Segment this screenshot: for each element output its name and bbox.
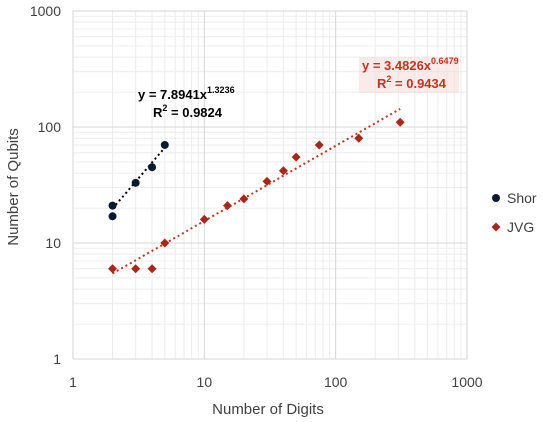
y-tick-label: 100 — [38, 119, 62, 135]
data-point-shor — [148, 163, 157, 172]
data-point-jvg — [160, 238, 170, 248]
legend: Shor JVG — [491, 190, 537, 235]
data-point-jvg — [314, 140, 324, 150]
data-point-shor — [160, 140, 169, 149]
x-axis-title: Number of Digits — [212, 401, 324, 418]
legend-marker-jvg — [491, 222, 501, 232]
data-point-jvg — [108, 264, 118, 274]
legend-label: JVG — [507, 219, 534, 235]
x-tick-label: 100 — [324, 374, 348, 390]
data-point-jvg — [239, 194, 249, 204]
data-point-jvg — [354, 133, 364, 143]
x-tick-label: 1000 — [451, 374, 482, 390]
y-tick-label: 1 — [53, 351, 61, 367]
data-point-jvg — [262, 176, 272, 186]
r-squared-shor: R2 = 0.9824 — [153, 103, 223, 120]
data-point-jvg — [147, 264, 157, 274]
trendline-shor — [111, 144, 168, 210]
x-tick-label: 10 — [197, 374, 213, 390]
trendlines — [111, 108, 401, 275]
data-point-jvg — [199, 214, 209, 224]
data-point-shor — [131, 178, 140, 187]
axes: 1 10 100 1000 1 10 100 1000 — [30, 3, 483, 390]
data-point-jvg — [395, 117, 405, 127]
data-point-jvg — [131, 264, 141, 274]
data-point-shor — [108, 212, 117, 221]
legend-label: Shor — [507, 190, 537, 206]
trendline-jvg — [112, 108, 401, 275]
y-tick-label: 1000 — [30, 3, 61, 19]
equation-shor: y = 7.8941x1.3236 — [138, 85, 235, 102]
equation-highlight — [359, 57, 459, 93]
equation-jvg: y = 3.4826x0.6479 — [362, 56, 459, 73]
data-point-shor — [108, 201, 117, 210]
data-points — [108, 117, 405, 274]
labels: Number of Digits Number of Qubits — [5, 128, 324, 418]
grid — [72, 10, 468, 360]
data-point-jvg — [222, 201, 232, 211]
data-point-jvg — [291, 152, 301, 162]
x-tick-label: 1 — [69, 374, 77, 390]
y-axis-title: Number of Qubits — [5, 128, 22, 246]
data-point-jvg — [278, 166, 288, 176]
r-squared-jvg: R2 = 0.9434 — [377, 74, 447, 91]
y-tick-label: 10 — [45, 235, 61, 251]
legend-marker-shor — [492, 194, 500, 202]
